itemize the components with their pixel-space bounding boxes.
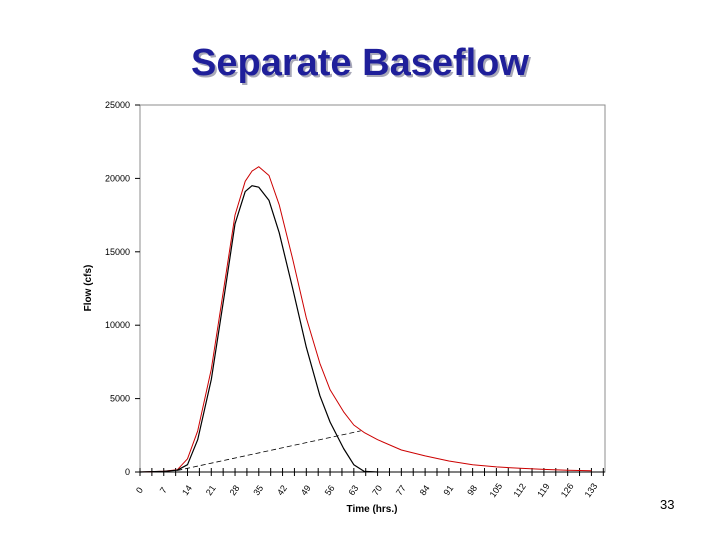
y-tick-label: 10000 (105, 320, 130, 330)
x-tick-label: 28 (228, 483, 242, 497)
y-axis-label: Flow (cfs) (83, 265, 94, 312)
y-tick-label: 0 (125, 467, 130, 477)
x-tick-label: 7 (158, 485, 169, 495)
direct-runoff-line (139, 185, 378, 473)
x-tick-label: 105 (488, 481, 505, 499)
y-axis: 0 5000 10000 15000 20000 25000 (105, 100, 140, 477)
x-tick-label: 42 (275, 483, 289, 497)
y-tick-label: 15000 (105, 247, 130, 257)
x-tick-label: 112 (511, 482, 527, 499)
y-tick-label: 25000 (105, 100, 130, 110)
x-tick-label: 84 (418, 483, 432, 497)
y-tick-label: 5000 (110, 394, 130, 404)
x-tick-label: 21 (204, 483, 218, 497)
x-tick-label: 133 (583, 481, 600, 499)
total-flow-line (139, 166, 592, 473)
y-tick-label: 20000 (105, 173, 130, 183)
series-layer (139, 166, 592, 473)
x-tick-label: 14 (180, 483, 194, 497)
x-tick-label: 49 (299, 483, 313, 497)
x-tick-label: 35 (251, 483, 265, 497)
x-tick-label: 98 (465, 483, 479, 497)
baseflow-separation-line (177, 430, 361, 471)
x-tick-label: 119 (535, 482, 551, 499)
slide-title: Separate Baseflow (191, 42, 529, 84)
x-tick-label: 56 (323, 483, 337, 497)
x-tick-label: 63 (346, 483, 360, 497)
x-tick-label: 77 (394, 483, 408, 497)
x-tick-label: 126 (559, 481, 576, 499)
x-tick-label: 0 (134, 485, 145, 495)
x-axis-label: Time (hrs.) (347, 504, 398, 515)
slide-number: 33 (660, 497, 675, 512)
x-tick-label: 91 (441, 483, 455, 497)
plot-area (139, 104, 606, 473)
x-axis: 0 7 14 21 28 35 42 49 56 63 70 77 84 91 98 105 112 119 126… (134, 468, 605, 499)
x-tick-label: 70 (370, 483, 384, 497)
